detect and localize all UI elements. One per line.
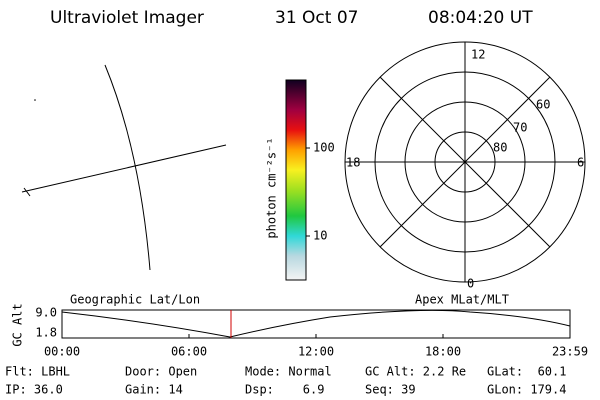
mlat-label: 80: [493, 141, 507, 155]
timeline-title: Geographic Lat/Lon: [70, 293, 200, 307]
status-field: Seq: 39: [365, 383, 416, 397]
status-field: GC Alt: 2.2 Re: [365, 365, 466, 379]
colorbar-label: photon cm⁻²s⁻¹: [265, 137, 279, 238]
mlt-label: 12: [471, 48, 485, 62]
x-tick-label: 23:59: [552, 345, 588, 359]
geographic-grid: [21, 64, 227, 271]
x-tick-label: 06:00: [171, 345, 207, 359]
status-field: IP: 36.0: [5, 383, 63, 397]
status-field: Dsp: 6.9: [245, 383, 324, 397]
time: 08:04:20 UT: [428, 8, 533, 28]
mlat-label: 70: [513, 121, 527, 135]
status-panel: Flt: LBHL Door: Open Mode: Normal GC Alt: 2…: [5, 365, 566, 397]
mlat-label: 60: [536, 98, 550, 112]
instrument: Ultraviolet Imager: [50, 8, 204, 28]
x-ticks: 00:00 06:00 12:00 18:00 23:59: [44, 334, 588, 359]
timeline-title: Apex MLat/MLT: [415, 293, 509, 307]
mlt-label: 0: [467, 277, 474, 291]
polar-grid: [344, 41, 586, 283]
mlt-label: 18: [346, 156, 360, 170]
y-tick-label: 1.8: [35, 326, 57, 340]
mlt-label: 6: [577, 156, 584, 170]
x-tick-label: 18:00: [425, 345, 461, 359]
altitude-curve: [61, 309, 571, 338]
status-field: GLat: 60.1: [487, 365, 566, 379]
x-tick-label: 00:00: [44, 345, 80, 359]
colorbar-tick-label: 10: [313, 229, 327, 243]
x-tick-label: 12:00: [298, 345, 334, 359]
y-tick-label: 9.0: [35, 306, 57, 320]
date: 31 Oct 07: [275, 8, 358, 28]
status-field: Door: Open: [125, 365, 197, 379]
status-field: Flt: LBHL: [5, 365, 70, 379]
status-field: Mode: Normal: [245, 365, 332, 379]
colorbar-tick-label: 100: [313, 141, 335, 155]
timeline-y-label: GC Alt: [11, 303, 25, 346]
status-field: Gain: 14: [125, 383, 183, 397]
label-bg: [469, 47, 487, 61]
colorbar: [285, 79, 307, 281]
status-field: GLon: 179.4: [487, 383, 566, 397]
